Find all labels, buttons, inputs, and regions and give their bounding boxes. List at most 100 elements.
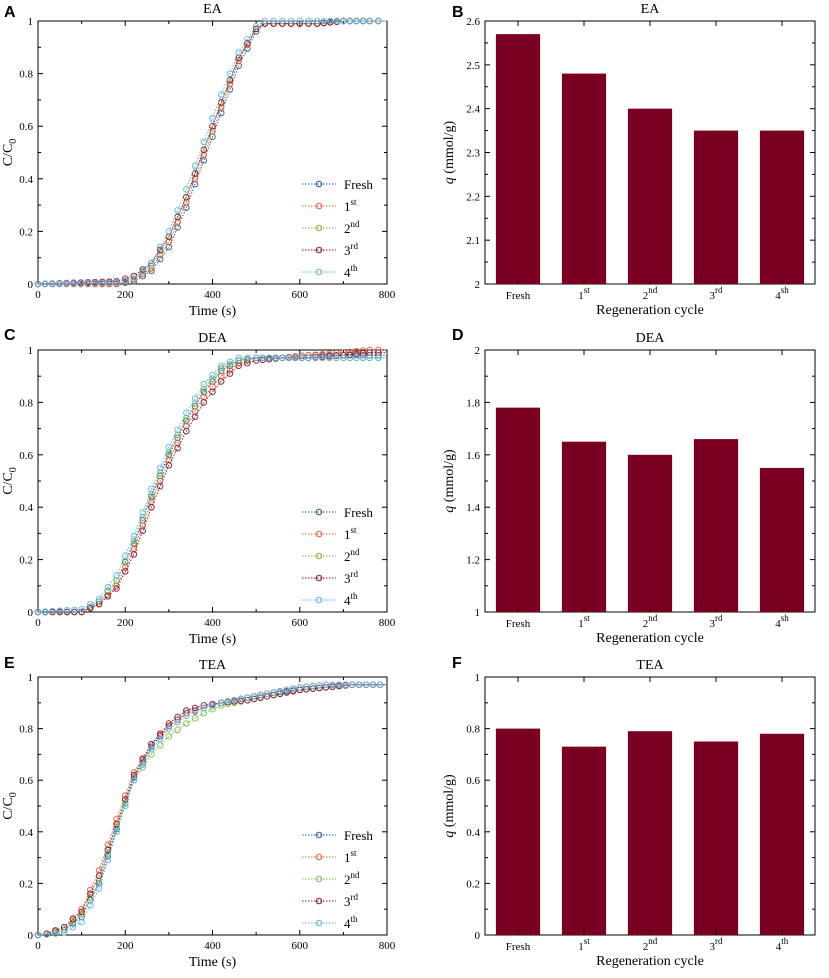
data-point	[217, 378, 225, 385]
y-tick-label: 1.2	[466, 555, 480, 567]
data-point	[309, 682, 317, 690]
y-tick-label: 1	[28, 16, 34, 28]
x-tick-label: 800	[379, 940, 396, 952]
series-line	[37, 684, 387, 936]
bar	[627, 731, 673, 935]
panel-c: C DEA 0 0.2 0.4 0.6 0.8 1 0 200 400 600 800 Time (s) C…	[1, 327, 396, 647]
data-point	[226, 358, 234, 366]
data-point	[276, 690, 284, 698]
x-category-label-sup: th	[781, 936, 789, 946]
data-point	[244, 696, 251, 704]
x-category-label: 4sh	[775, 613, 789, 630]
x-category-label-sup: st	[584, 285, 591, 295]
data-point	[130, 769, 138, 776]
legend-label: Fresh	[344, 505, 373, 520]
data-point	[209, 115, 216, 122]
data-point	[200, 704, 208, 712]
legend-label-sup: th	[351, 263, 359, 273]
x-category-label-main: Fresh	[506, 941, 531, 953]
panel-letter: F	[452, 655, 462, 672]
data-point	[375, 17, 382, 25]
data-point	[78, 608, 85, 616]
x-tick-label: 800	[379, 617, 396, 629]
data-point	[252, 354, 260, 362]
data-point	[165, 733, 173, 740]
series-2th	[34, 17, 387, 288]
data-point	[200, 380, 208, 388]
y-axis-label: q (mmol/g)	[442, 120, 457, 184]
data-point	[244, 694, 251, 701]
x-category-label: Fresh	[506, 618, 531, 630]
data-point	[49, 280, 56, 288]
data-point	[87, 902, 94, 909]
legend-label: 1st	[344, 848, 357, 865]
data-point	[217, 372, 225, 380]
series-line	[37, 684, 387, 936]
data-point	[209, 371, 216, 379]
bar	[693, 439, 739, 612]
y-tick-label: 0.6	[19, 450, 33, 462]
legend-marker	[315, 268, 323, 276]
legend-label-sup: rd	[351, 569, 359, 579]
series-line	[38, 357, 387, 613]
x-category-label-main: 4	[775, 618, 781, 630]
y-axis-label-main: C/C	[1, 472, 16, 495]
data-point	[183, 186, 190, 193]
data-point	[34, 931, 42, 939]
data-point	[87, 604, 94, 612]
series-line	[37, 20, 387, 285]
y-tick-label: 2.3	[466, 148, 480, 160]
series-3th	[34, 349, 387, 616]
y-tick-label: 0	[28, 279, 34, 291]
x-category-label-main: 3	[710, 290, 716, 302]
data-point	[34, 280, 42, 288]
legend-label-main: 4	[344, 265, 351, 280]
x-axis-label: Time (s)	[189, 632, 237, 647]
data-point	[183, 712, 190, 719]
data-point	[87, 886, 94, 894]
legend-label-main: 3	[344, 571, 351, 586]
data-point	[183, 720, 190, 727]
legend-label-main: 4	[344, 916, 351, 931]
data-point	[235, 362, 242, 369]
y-tick-label: 0.6	[466, 775, 480, 787]
data-point	[327, 17, 334, 25]
data-point	[95, 872, 103, 879]
y-tick-label: 0.4	[19, 502, 33, 514]
data-point	[42, 608, 49, 615]
x-tick-label: 400	[204, 289, 221, 301]
bar	[561, 73, 607, 284]
data-point	[366, 17, 373, 25]
y-tick-label: 1	[28, 672, 34, 684]
legend-label-main: 2	[344, 549, 351, 564]
data-point	[309, 685, 317, 692]
bar	[693, 741, 739, 935]
x-category-label-main: 2	[643, 618, 649, 630]
data-point	[165, 228, 173, 235]
data-point	[224, 700, 232, 708]
legend-label-main: Fresh	[344, 177, 373, 192]
data-point	[191, 395, 199, 402]
data-point	[191, 704, 199, 712]
data-point	[375, 354, 382, 362]
legend-label-main: 3	[344, 243, 351, 258]
data-point	[84, 279, 92, 287]
bar	[627, 108, 673, 285]
legend-label-main: 2	[344, 872, 351, 887]
panel-letter: B	[452, 4, 464, 21]
data-point	[217, 702, 225, 709]
y-tick-label: 0.8	[19, 69, 33, 81]
y-tick-label: 1	[28, 345, 34, 357]
data-point	[237, 697, 245, 705]
data-point	[252, 23, 260, 30]
data-point	[346, 354, 354, 362]
data-point	[235, 49, 242, 56]
y-tick-label: 2	[475, 345, 481, 357]
data-point	[139, 509, 146, 516]
bar	[693, 130, 739, 284]
data-point	[174, 445, 181, 452]
x-category-label: 1st	[578, 936, 590, 953]
x-tick-label: 400	[204, 940, 221, 952]
